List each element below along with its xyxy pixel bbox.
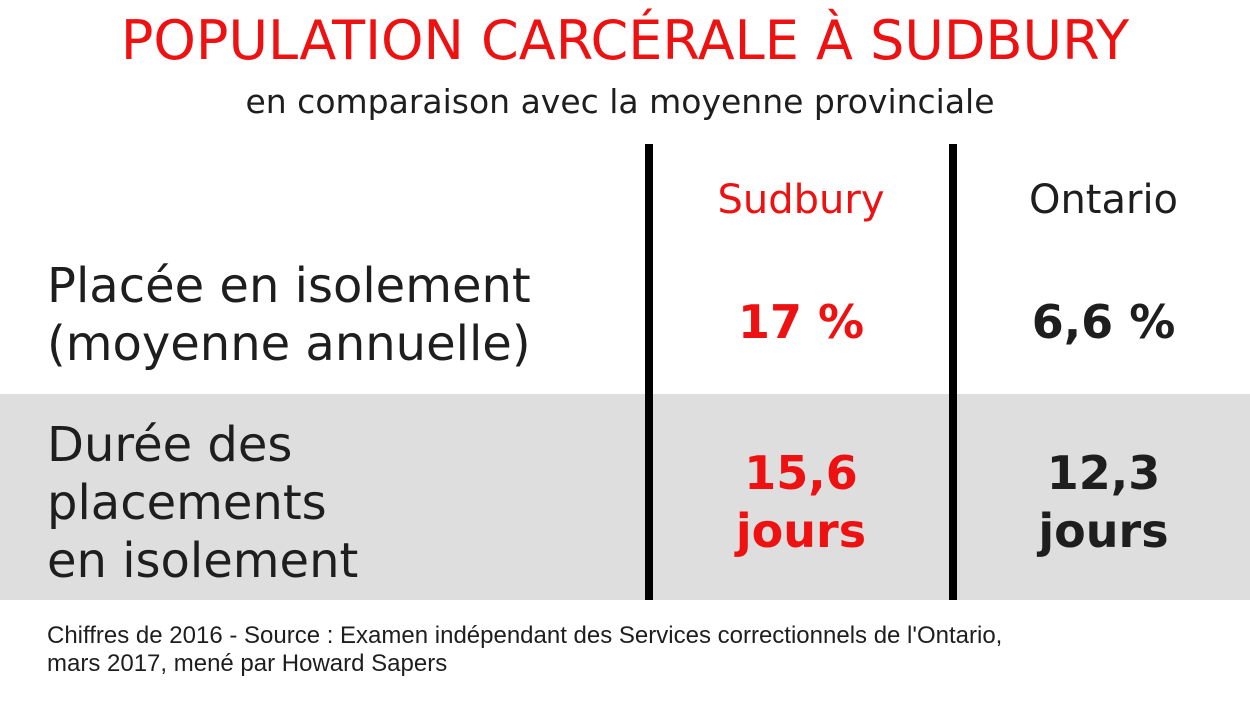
data-label-unit: jours: [1038, 504, 1169, 558]
chart-subtitle: en comparaison avec la moyenne provincia…: [245, 82, 995, 121]
cell-ontario-isolation-duration: 12,3 jours: [957, 444, 1250, 560]
row-label-line: en isolement: [47, 533, 359, 589]
column-header-sudbury: Sudbury: [717, 177, 885, 223]
row-label-line: Durée des: [47, 417, 293, 473]
source-line: Chiffres de 2016 - Source : Examen indép…: [47, 622, 1003, 649]
cell-ontario-isolation-rate: 6,6 %: [957, 292, 1250, 352]
cell-sudbury-isolation-rate: 17 %: [653, 292, 949, 352]
row-label-line: placements: [47, 475, 327, 531]
row-label-line: (moyenne annuelle): [47, 316, 531, 372]
column-divider-left: [645, 144, 653, 600]
column-header-ontario: Ontario: [1028, 177, 1179, 223]
shaded-row-background: [0, 394, 1250, 600]
data-label: 6,6 %: [1031, 295, 1176, 349]
row-label-isolation-duration: Durée des placements en isolement: [47, 416, 637, 590]
data-label: 12,3: [1046, 446, 1161, 500]
data-label: 15,6: [744, 446, 858, 500]
row-label-line: Placée en isolement: [47, 258, 531, 314]
cell-sudbury-isolation-duration: 15,6 jours: [653, 444, 949, 560]
source-line: mars 2017, mené par Howard Sapers: [47, 650, 448, 677]
data-label: 17 %: [737, 295, 865, 349]
column-divider-right: [949, 144, 957, 600]
chart-title: POPULATION CARCÉRALE À SUDBURY: [120, 9, 1130, 72]
source-note: Chiffres de 2016 - Source : Examen indép…: [47, 622, 1237, 678]
data-label-unit: jours: [735, 504, 867, 558]
row-label-isolation-rate: Placée en isolement (moyenne annuelle): [47, 257, 637, 373]
